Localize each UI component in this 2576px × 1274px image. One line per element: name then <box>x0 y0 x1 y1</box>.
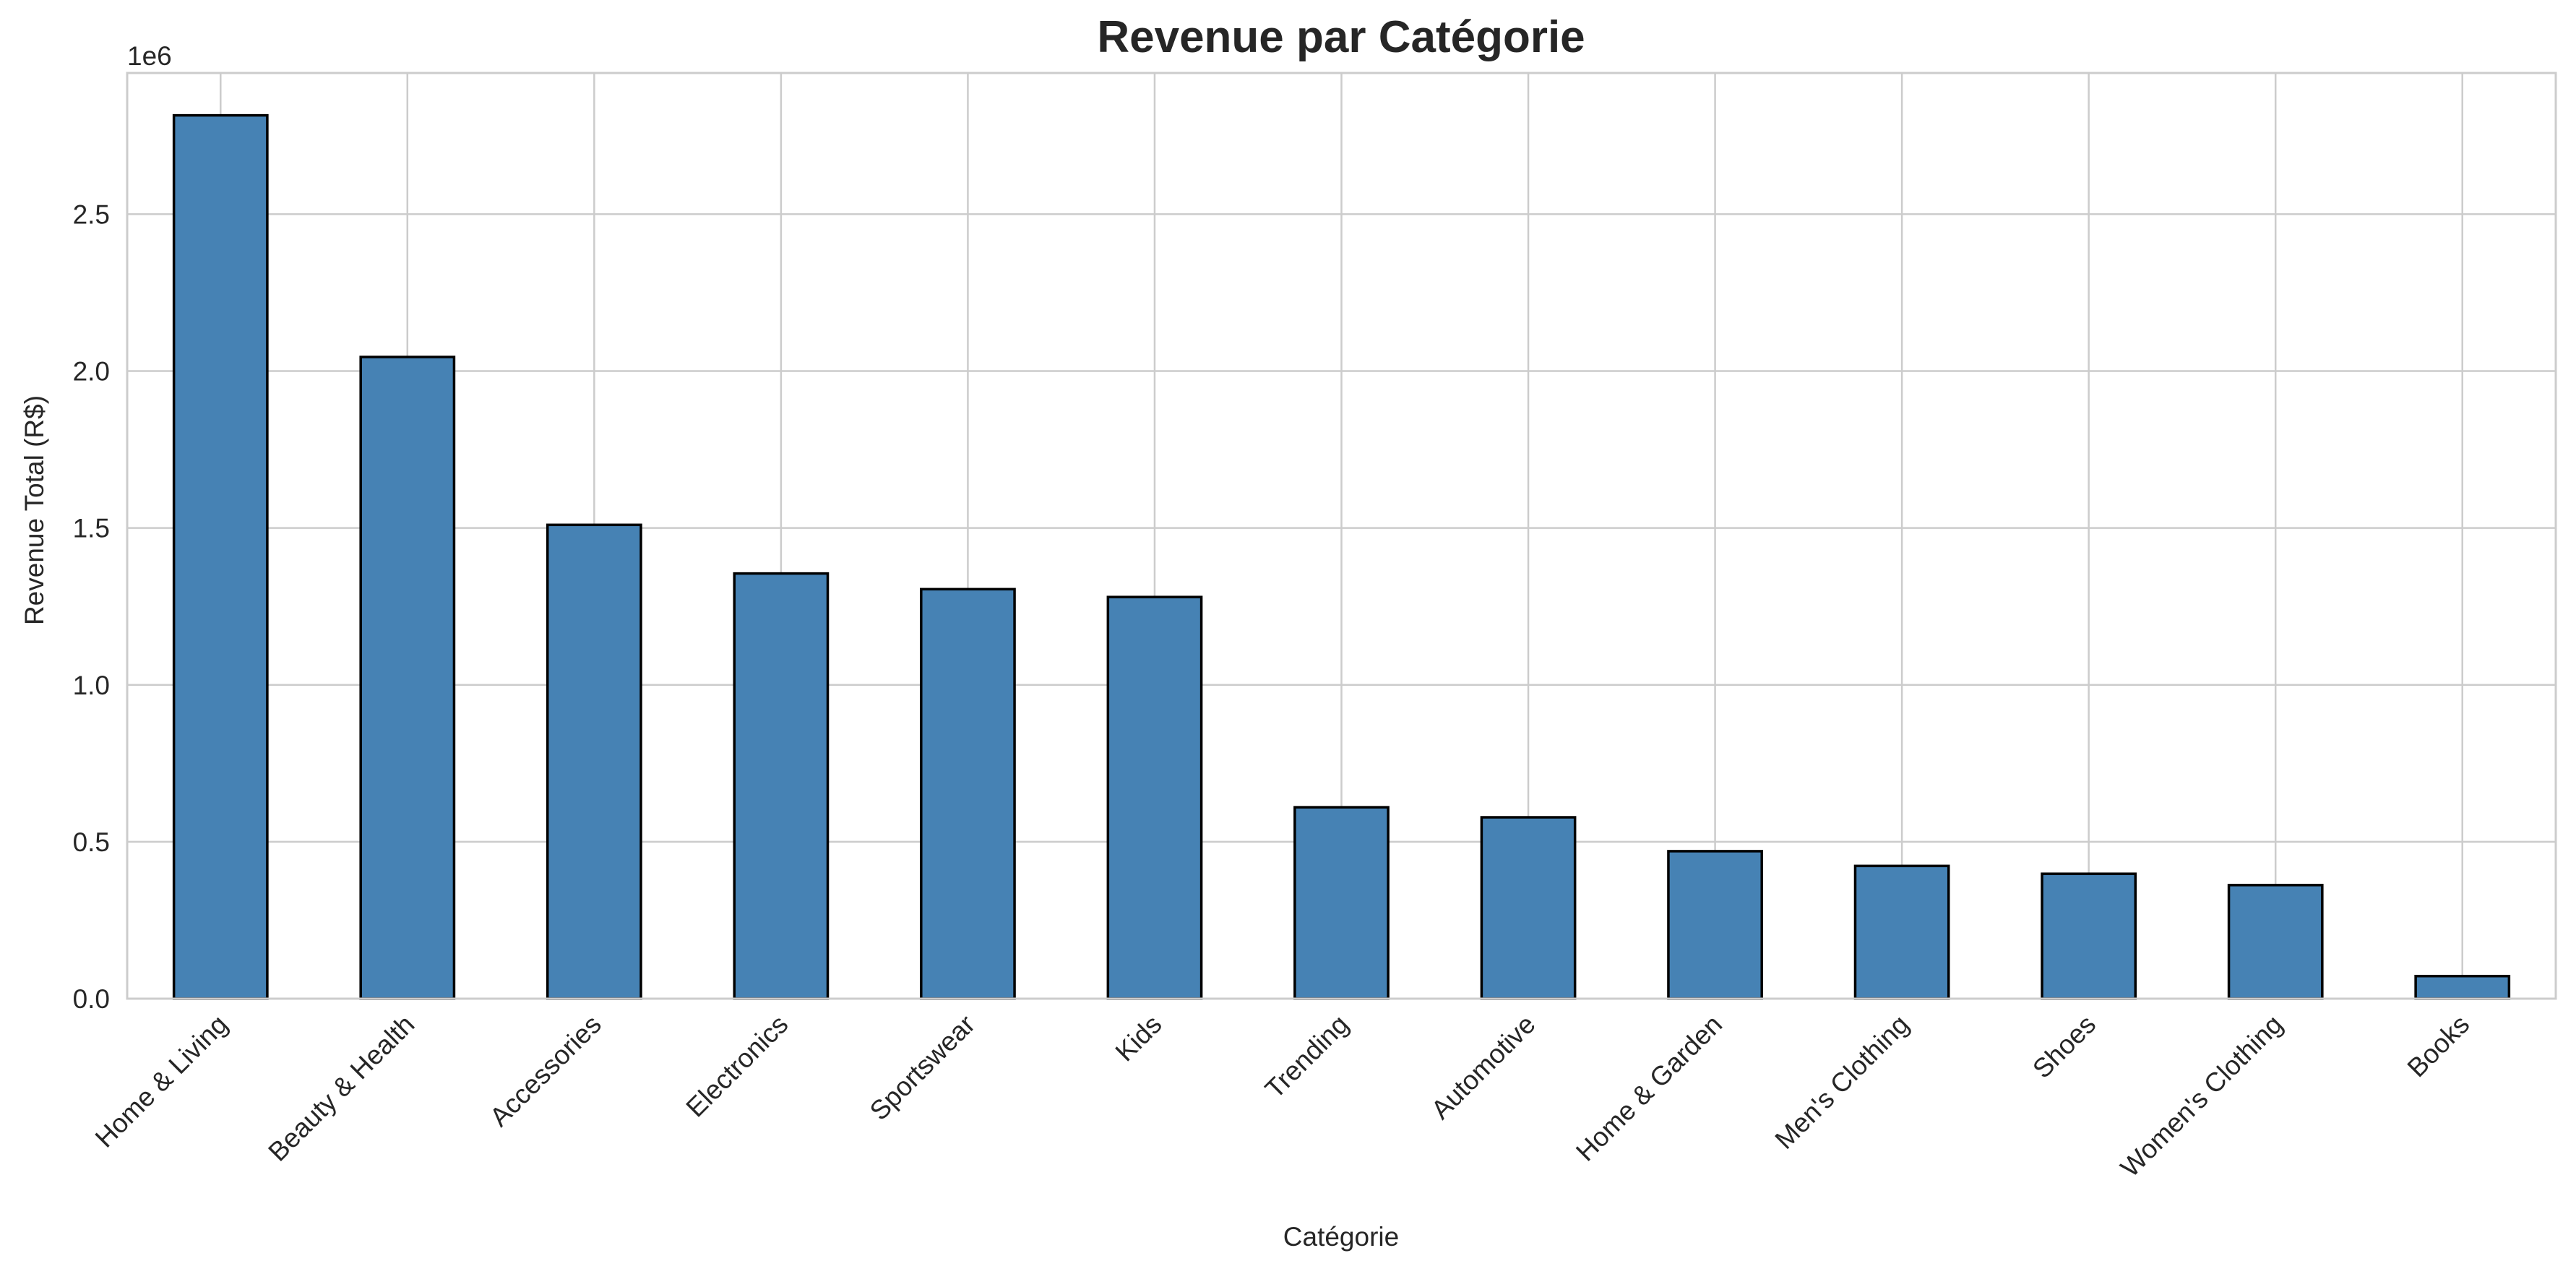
bar <box>1480 816 1577 1000</box>
bar <box>1853 864 1950 1000</box>
bar <box>2414 974 2511 1000</box>
bars-layer <box>172 113 2511 1000</box>
y-tick-label: 1.0 <box>73 671 110 700</box>
bar <box>1667 850 1763 1000</box>
y-tick-label: 2.5 <box>73 199 110 229</box>
bar <box>2227 884 2324 1000</box>
y-tick-label: 2.0 <box>73 357 110 387</box>
y-tick-label: 0.0 <box>73 984 110 1014</box>
y-tick-label: 0.5 <box>73 827 110 857</box>
bar <box>920 587 1016 1000</box>
chart-title: Revenue par Catégorie <box>1097 12 1585 62</box>
y-tick-label: 1.5 <box>73 514 110 543</box>
bar <box>172 113 269 1000</box>
y-axis-label: Revenue Total (R$) <box>20 395 49 625</box>
plot-frame <box>126 72 2557 1000</box>
bar <box>359 356 456 1000</box>
bar <box>2041 872 2137 1000</box>
bar <box>1106 595 1203 1000</box>
bar <box>733 572 830 1000</box>
x-axis-label: Catégorie <box>1283 1222 1399 1252</box>
y-axis-offset-label: 1e6 <box>127 41 172 71</box>
bar <box>546 523 642 1000</box>
bar <box>1293 806 1390 1000</box>
